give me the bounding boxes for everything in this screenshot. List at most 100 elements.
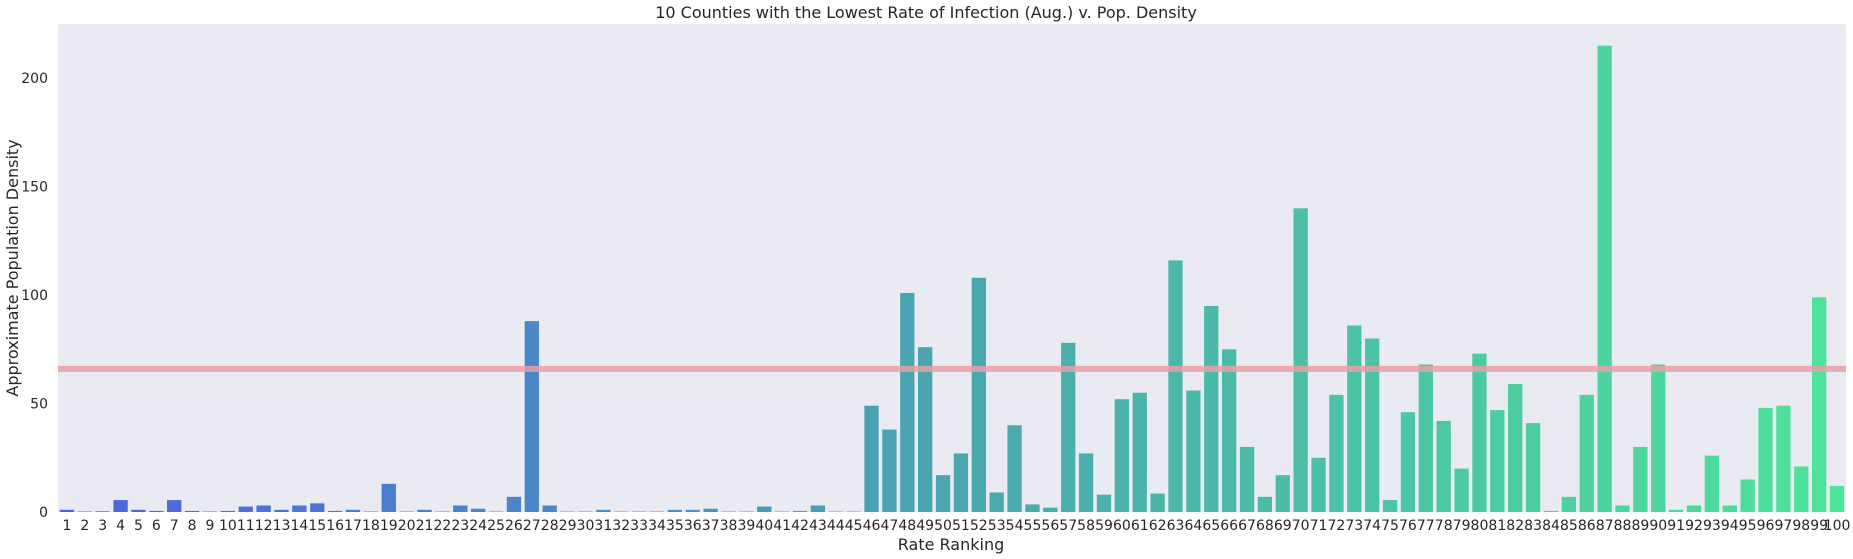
x-tick-label: 98 — [1792, 518, 1810, 534]
x-tick-label: 40 — [755, 518, 773, 534]
x-tick-label: 81 — [1488, 518, 1506, 534]
x-tick-label: 8 — [188, 518, 197, 534]
bar-14 — [292, 505, 307, 512]
x-tick-label: 96 — [1757, 518, 1775, 534]
x-tick-label: 71 — [1310, 518, 1328, 534]
bar-94 — [1722, 505, 1737, 512]
bar-79 — [1454, 468, 1469, 512]
x-tick-label: 35 — [666, 518, 684, 534]
bar-49 — [918, 347, 933, 512]
bar-42 — [792, 510, 808, 512]
bar-53 — [989, 492, 1004, 512]
bar-46 — [864, 405, 879, 512]
x-tick-label: 100 — [1824, 518, 1851, 534]
bar-3 — [95, 511, 110, 512]
x-tick-label: 42 — [791, 518, 809, 534]
x-tick-label: 49 — [916, 518, 934, 534]
x-tick-label: 47 — [881, 518, 899, 534]
x-tick-label: 85 — [1560, 518, 1578, 534]
bar-51 — [953, 453, 969, 512]
bar-27 — [524, 321, 539, 512]
bar-86 — [1579, 394, 1594, 512]
x-tick-label: 2 — [80, 518, 89, 534]
x-tick-label: 72 — [1328, 518, 1346, 534]
x-tick-label: 53 — [988, 518, 1006, 534]
bar-98 — [1794, 466, 1809, 512]
x-tick-label: 10 — [219, 518, 237, 534]
x-tick-label: 52 — [970, 518, 988, 534]
x-tick-label: 19 — [380, 518, 398, 534]
bar-10 — [220, 510, 236, 512]
y-tick-label: 100 — [21, 288, 48, 304]
x-tick-label: 3 — [98, 518, 107, 534]
x-tick-label: 76 — [1399, 518, 1417, 534]
x-tick-label: 89 — [1631, 518, 1649, 534]
bar-17 — [345, 509, 361, 512]
x-tick-label: 15 — [308, 518, 326, 534]
x-tick-label: 84 — [1542, 518, 1560, 534]
x-tick-label: 91 — [1667, 518, 1685, 534]
x-tick-label: 44 — [827, 518, 845, 534]
x-tick-label: 74 — [1363, 518, 1381, 534]
x-tick-label: 21 — [416, 518, 434, 534]
bar-63 — [1168, 260, 1183, 512]
x-axis-ticks: 1 2 3 4 5 6 7 8 9 10 11 12 13 14 15 16 17 18 19 20 21 22 23 24 2… — [62, 518, 1850, 534]
x-tick-label: 50 — [934, 518, 952, 534]
x-tick-label: 79 — [1453, 518, 1471, 534]
bar-92 — [1686, 505, 1702, 512]
x-tick-label: 78 — [1435, 518, 1453, 534]
bar-71 — [1311, 457, 1326, 512]
bar-87 — [1597, 45, 1612, 512]
y-tick-label: 50 — [30, 397, 48, 413]
bar-48 — [900, 292, 915, 512]
bar-5 — [131, 509, 146, 512]
x-tick-label: 99 — [1810, 518, 1828, 534]
x-tick-label: 48 — [898, 518, 916, 534]
x-tick-label: 18 — [362, 518, 380, 534]
x-tick-label: 55 — [1024, 518, 1042, 534]
x-tick-label: 13 — [273, 518, 291, 534]
bar-31 — [596, 509, 611, 512]
x-tick-label: 29 — [559, 518, 577, 534]
y-tick-label: 0 — [39, 505, 48, 521]
x-tick-label: 83 — [1524, 518, 1542, 534]
x-tick-label: 39 — [737, 518, 755, 534]
x-tick-label: 97 — [1775, 518, 1793, 534]
x-tick-label: 92 — [1685, 518, 1703, 534]
bar-52 — [971, 277, 986, 512]
bar-100 — [1829, 485, 1845, 512]
x-tick-label: 11 — [237, 518, 255, 534]
bar-6 — [149, 510, 164, 512]
x-tick-label: 9 — [206, 518, 215, 534]
x-tick-label: 34 — [648, 518, 666, 534]
bar-90 — [1651, 364, 1666, 512]
bar-61 — [1132, 392, 1147, 512]
y-axis-ticks: 0 50 100 150 200 — [21, 71, 48, 521]
bar-82 — [1508, 384, 1523, 512]
x-tick-label: 41 — [773, 518, 791, 534]
x-tick-label: 20 — [398, 518, 416, 534]
bar-1 — [59, 509, 75, 512]
x-tick-label: 58 — [1077, 518, 1095, 534]
x-tick-label: 69 — [1274, 518, 1292, 534]
bar-97 — [1776, 405, 1791, 512]
x-tick-label: 38 — [720, 518, 738, 534]
x-tick-label: 73 — [1345, 518, 1363, 534]
x-tick-label: 82 — [1506, 518, 1524, 534]
x-tick-label: 68 — [1256, 518, 1274, 534]
x-tick-label: 7 — [170, 518, 179, 534]
bar-77 — [1418, 364, 1433, 512]
x-tick-label: 66 — [1220, 518, 1238, 534]
bar-19 — [381, 483, 396, 512]
x-tick-label: 67 — [1238, 518, 1256, 534]
x-tick-label: 17 — [344, 518, 362, 534]
x-tick-label: 25 — [487, 518, 505, 534]
x-tick-label: 60 — [1113, 518, 1131, 534]
y-tick-label: 200 — [21, 71, 48, 87]
x-tick-label: 70 — [1292, 518, 1310, 534]
x-tick-label: 45 — [845, 518, 863, 534]
bar-62 — [1150, 493, 1165, 512]
x-tick-label: 14 — [290, 518, 308, 534]
bar-75 — [1382, 500, 1398, 512]
